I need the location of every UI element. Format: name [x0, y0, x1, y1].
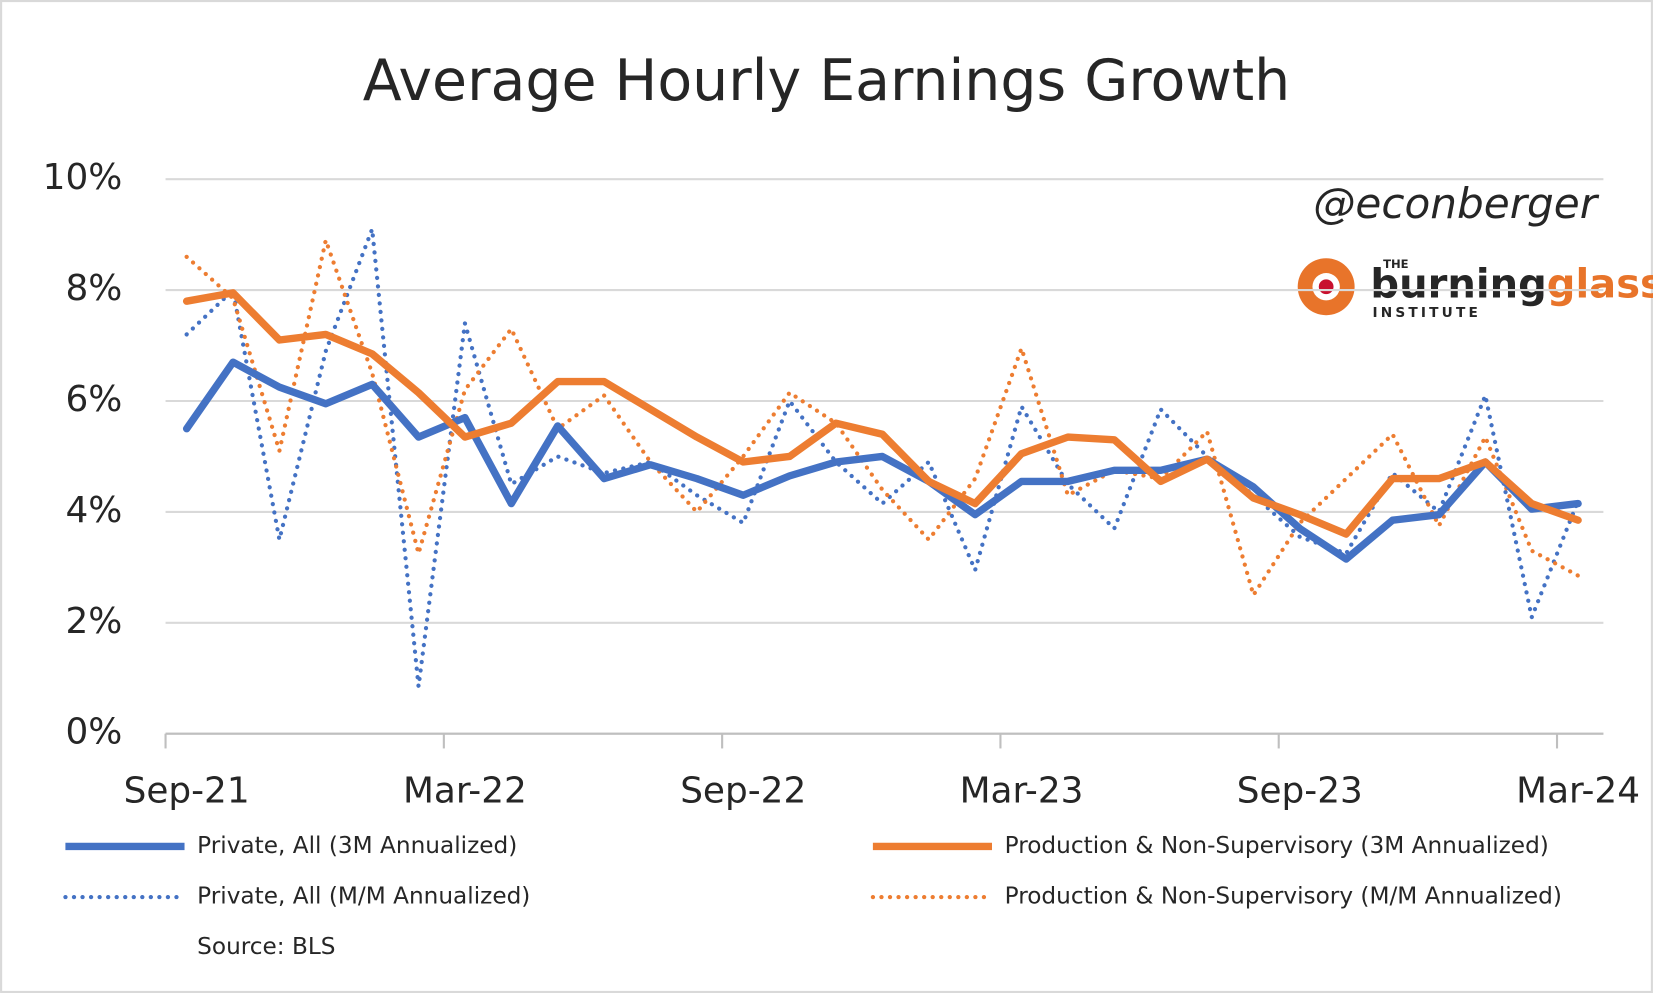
logo-text: INSTITUTE [1373, 305, 1481, 321]
line-series [182, 289, 1582, 538]
legend-label: Production & Non-Supervisory (M/M Annual… [1005, 883, 1562, 910]
logo-icon-dot [1318, 279, 1334, 295]
logo-text: THE [1383, 257, 1409, 271]
x-tick-label: Mar-22 [403, 771, 527, 812]
annotation: @econberger [1313, 179, 1600, 228]
y-tick-label: 8% [65, 268, 122, 309]
chart-title: Average Hourly Earnings Growth [363, 48, 1290, 114]
logo: THE burningglass INSTITUTE [1297, 257, 1653, 321]
source-note: Source: BLS [197, 933, 335, 960]
line-series [182, 358, 1582, 563]
x-tick-label: Sep-22 [680, 771, 806, 812]
x-tick-label: Sep-21 [124, 771, 250, 812]
legend-label: Private, All (3M Annualized) [197, 832, 517, 859]
line-series [184, 238, 1581, 598]
legend-label: Production & Non-Supervisory (3M Annuali… [1005, 832, 1549, 859]
y-tick-label: 6% [65, 379, 122, 420]
x-tick-label: Mar-24 [1516, 771, 1640, 812]
x-tick-label: Mar-23 [960, 771, 1084, 812]
y-tick-label: 0% [65, 712, 122, 753]
y-tick-label: 10% [43, 157, 123, 198]
legend-label: Private, All (M/M Annualized) [197, 883, 530, 910]
y-tick-label: 4% [65, 490, 122, 531]
logo-text: burningglass [1370, 262, 1653, 308]
line-series [184, 226, 1581, 689]
y-tick-label: 2% [65, 601, 122, 642]
x-tick-label: Sep-23 [1237, 771, 1363, 812]
